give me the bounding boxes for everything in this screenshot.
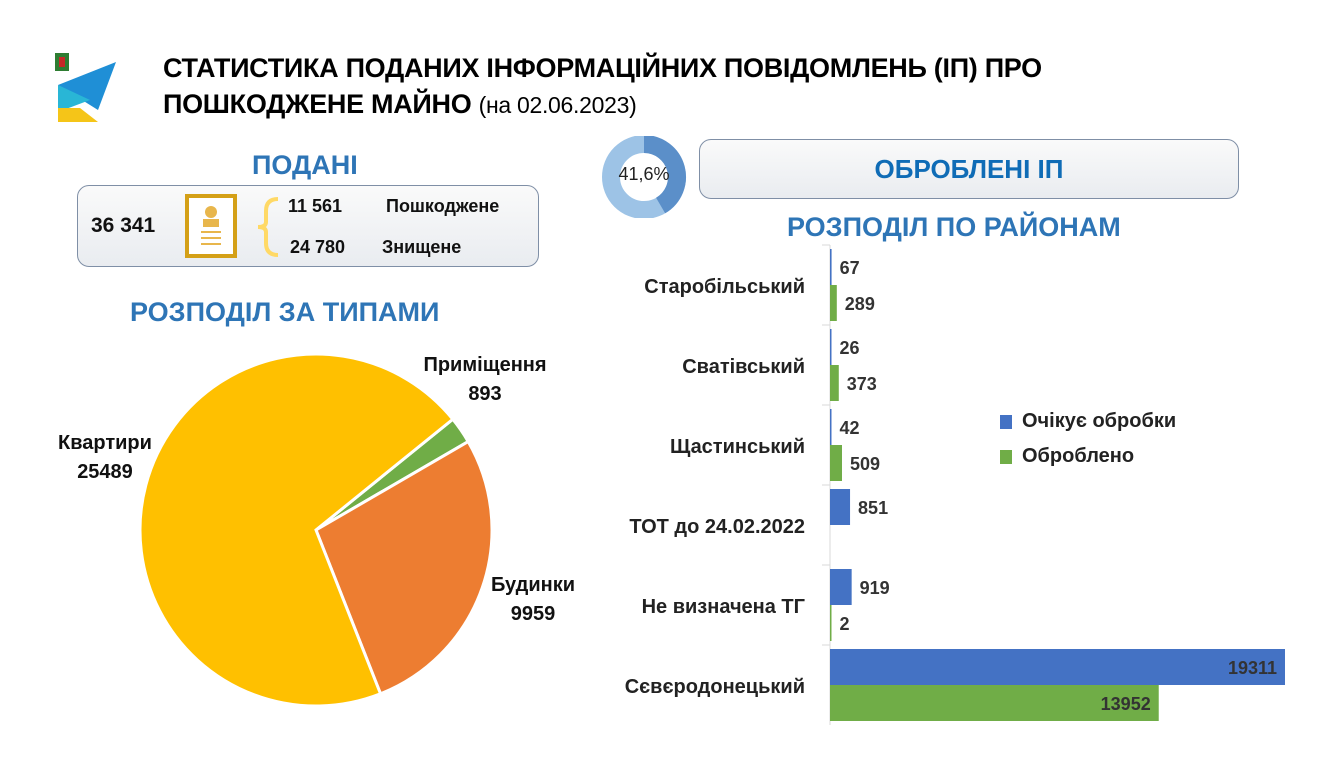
damaged-label: Пошкоджене <box>386 196 500 216</box>
bar-processed <box>830 685 1159 721</box>
bar-value-label: 42 <box>840 418 860 438</box>
donut-processed <box>643 136 686 214</box>
bar-value-label: 26 <box>840 338 860 358</box>
bar-value-label: 919 <box>860 578 890 598</box>
bar-value-label: 851 <box>858 498 888 518</box>
bar-processed <box>830 445 842 481</box>
bar-pending <box>830 329 832 365</box>
bar-value-label: 19311 <box>1228 658 1277 678</box>
processed-panel: ОБРОБЛЕНІ ІП <box>699 139 1239 199</box>
destroyed-label: Знищене <box>382 237 462 257</box>
legend-swatch-pending <box>1000 414 1012 429</box>
bracket-icon <box>256 196 280 263</box>
category-label: Сватівський <box>682 356 805 378</box>
submitted-heading: ПОДАНІ <box>252 150 358 180</box>
bar-value-label: 67 <box>840 258 860 278</box>
submitted-total: 36 341 <box>91 214 156 237</box>
bar-value-label: 509 <box>850 454 880 474</box>
pie-slice-1 <box>314 439 494 696</box>
bar-processed <box>830 605 832 641</box>
bar-processed <box>830 285 837 321</box>
bar-value-label: 289 <box>845 294 875 314</box>
processed-percent: 41,6% <box>618 164 670 184</box>
submitted-panel: 36 341 11 561 Пошкоджене 24 780 Знищене <box>77 185 539 267</box>
destroyed-value: 24 780 <box>290 237 346 257</box>
category-label: Щастинський <box>670 436 805 458</box>
legend-swatch-processed <box>1000 449 1012 464</box>
title-line-1: СТАТИСТИКА ПОДАНИХ ІНФОРМАЦІЙНИХ ПОВІДОМ… <box>163 53 1042 83</box>
category-label: ТОТ до 24.02.2022 <box>629 516 805 538</box>
page-title: СТАТИСТИКА ПОДАНИХ ІНФОРМАЦІЙНИХ ПОВІДОМ… <box>163 50 1042 123</box>
bar-pending <box>830 649 1285 685</box>
pie-slice-2 <box>138 352 455 708</box>
bar-value-label: 13952 <box>1101 694 1151 714</box>
bar-processed <box>830 365 839 401</box>
pie-label-apartments: Квартири 25489 <box>58 432 152 483</box>
pie-chart <box>138 352 494 708</box>
category-label: Сєвєродонецький <box>625 676 805 698</box>
report-date: (на 02.06.2023) <box>478 92 637 118</box>
logo <box>50 50 120 125</box>
bar-title: РОЗПОДІЛ ПО РАЙОНАМ <box>787 212 1121 242</box>
pie-title: РОЗПОДІЛ ЗА ТИПАМИ <box>130 297 440 327</box>
legend-label-pending: Очікує обробки <box>1022 410 1177 432</box>
bar-pending <box>830 489 851 525</box>
bar-value-label: 373 <box>847 374 877 394</box>
processed-heading: ОБРОБЛЕНІ ІП <box>874 153 1064 184</box>
processed-donut <box>602 136 686 218</box>
bar-value-label: 2 <box>840 614 850 634</box>
category-label: Старобільський <box>644 276 805 298</box>
category-label: Не визначена ТГ <box>642 596 805 618</box>
document-icon <box>185 194 237 263</box>
pie-label-houses: Будинки 9959 <box>490 574 576 625</box>
damaged-value: 11 561 <box>288 196 343 216</box>
legend-label-processed: Оброблено <box>1022 445 1135 467</box>
legend: Очікує обробки Оброблено <box>1000 410 1176 468</box>
bar-pending <box>830 249 832 285</box>
bar-pending <box>830 569 852 605</box>
bar-pending <box>830 409 832 445</box>
pie-label-rooms: Приміщення 893 <box>423 354 547 405</box>
title-line-2: ПОШКОДЖЕНЕ МАЙНО <box>163 89 472 119</box>
